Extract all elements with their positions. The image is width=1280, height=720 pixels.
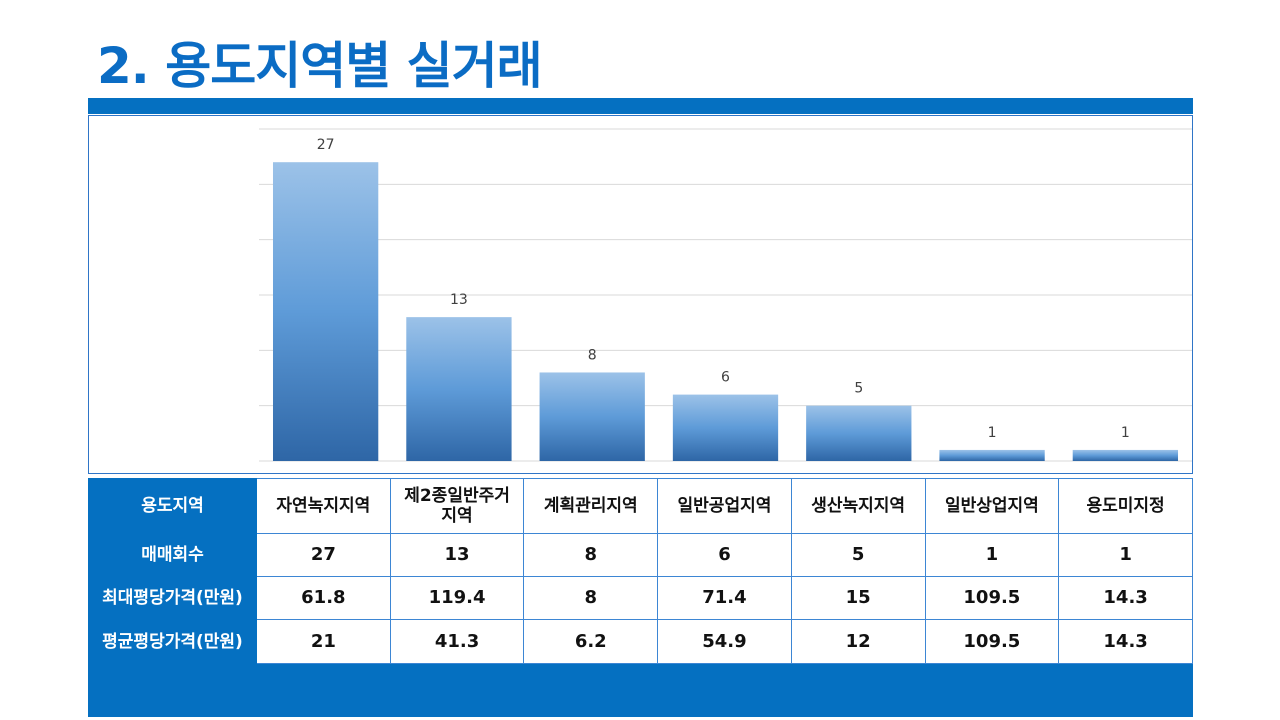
cell-zone: 제2종일반주거 지역 xyxy=(389,478,525,534)
bar-data-label: 5 xyxy=(854,381,863,397)
cell-max-price: 15 xyxy=(790,576,926,620)
cell-avg-price: 54.9 xyxy=(657,619,792,664)
page-title: 2. 용도지역별 실거래 xyxy=(97,37,543,95)
bar xyxy=(672,394,779,461)
bar-data-label: 13 xyxy=(450,292,468,308)
cell-zone-text: 제2종일반주거 지역 xyxy=(404,486,510,526)
cell-max-price: 61.8 xyxy=(256,576,391,620)
footer-bar xyxy=(88,664,1193,717)
table-row-trades: 매매회수 27 13 8 6 5 1 1 xyxy=(88,533,1193,577)
bar xyxy=(539,372,645,461)
table-row-max-price: 최대평당가격(만원) 61.8 119.4 8 71.4 15 109.5 14… xyxy=(88,576,1193,620)
cell-max-price: 8 xyxy=(523,576,659,620)
bar-data-label: 1 xyxy=(988,425,997,441)
cell-max-price: 71.4 xyxy=(657,576,792,620)
bar-data-label: 27 xyxy=(317,137,335,153)
bar xyxy=(806,405,912,461)
cell-avg-price: 14.3 xyxy=(1058,619,1193,664)
bar-data-label: 6 xyxy=(721,370,730,386)
cell-trades: 13 xyxy=(389,533,525,577)
cell-avg-price: 6.2 xyxy=(523,619,659,664)
cell-avg-price: 109.5 xyxy=(924,619,1060,664)
bar xyxy=(272,162,379,461)
bar-data-label: 1 xyxy=(1121,425,1130,441)
bar-data-label: 8 xyxy=(588,347,597,363)
cell-zone: 생산녹지지역 xyxy=(790,478,926,534)
cell-zone: 자연녹지지역 xyxy=(256,478,391,534)
cell-max-price: 14.3 xyxy=(1058,576,1193,620)
cell-avg-price: 12 xyxy=(790,619,926,664)
bar xyxy=(1072,449,1179,461)
bar xyxy=(939,449,1045,461)
row-header-trades: 매매회수 xyxy=(88,533,257,577)
bar-chart-panel: 27 13 8 6 5 1 1 xyxy=(88,115,1193,474)
cell-avg-price: 21 xyxy=(256,619,391,664)
cell-trades: 27 xyxy=(256,533,391,577)
cell-max-price: 109.5 xyxy=(924,576,1060,620)
table-row-zone: 용도지역 자연녹지지역 제2종일반주거 지역 계획관리지역 일반공업지역 생산녹지… xyxy=(88,478,1193,534)
zone-transaction-table: 용도지역 자연녹지지역 제2종일반주거 지역 계획관리지역 일반공업지역 생산녹지… xyxy=(88,478,1193,664)
cell-zone: 일반상업지역 xyxy=(924,478,1060,534)
cell-zone: 계획관리지역 xyxy=(523,478,659,534)
cell-trades: 6 xyxy=(657,533,792,577)
bar-chart: 27 13 8 6 5 1 1 xyxy=(259,128,1192,462)
row-header-max-price: 최대평당가격(만원) xyxy=(88,576,257,620)
cell-trades: 1 xyxy=(1058,533,1193,577)
row-header-zone: 용도지역 xyxy=(88,478,257,534)
bar xyxy=(406,317,512,461)
table-row-avg-price: 평균평당가격(만원) 21 41.3 6.2 54.9 12 109.5 14.… xyxy=(88,619,1193,664)
cell-zone: 용도미지정 xyxy=(1058,478,1193,534)
cell-trades: 5 xyxy=(790,533,926,577)
cell-trades: 1 xyxy=(924,533,1060,577)
title-underline-bar xyxy=(88,98,1193,114)
cell-zone: 일반공업지역 xyxy=(657,478,792,534)
cell-max-price: 119.4 xyxy=(389,576,525,620)
cell-trades: 8 xyxy=(523,533,659,577)
cell-avg-price: 41.3 xyxy=(389,619,525,664)
row-header-avg-price: 평균평당가격(만원) xyxy=(88,619,257,664)
